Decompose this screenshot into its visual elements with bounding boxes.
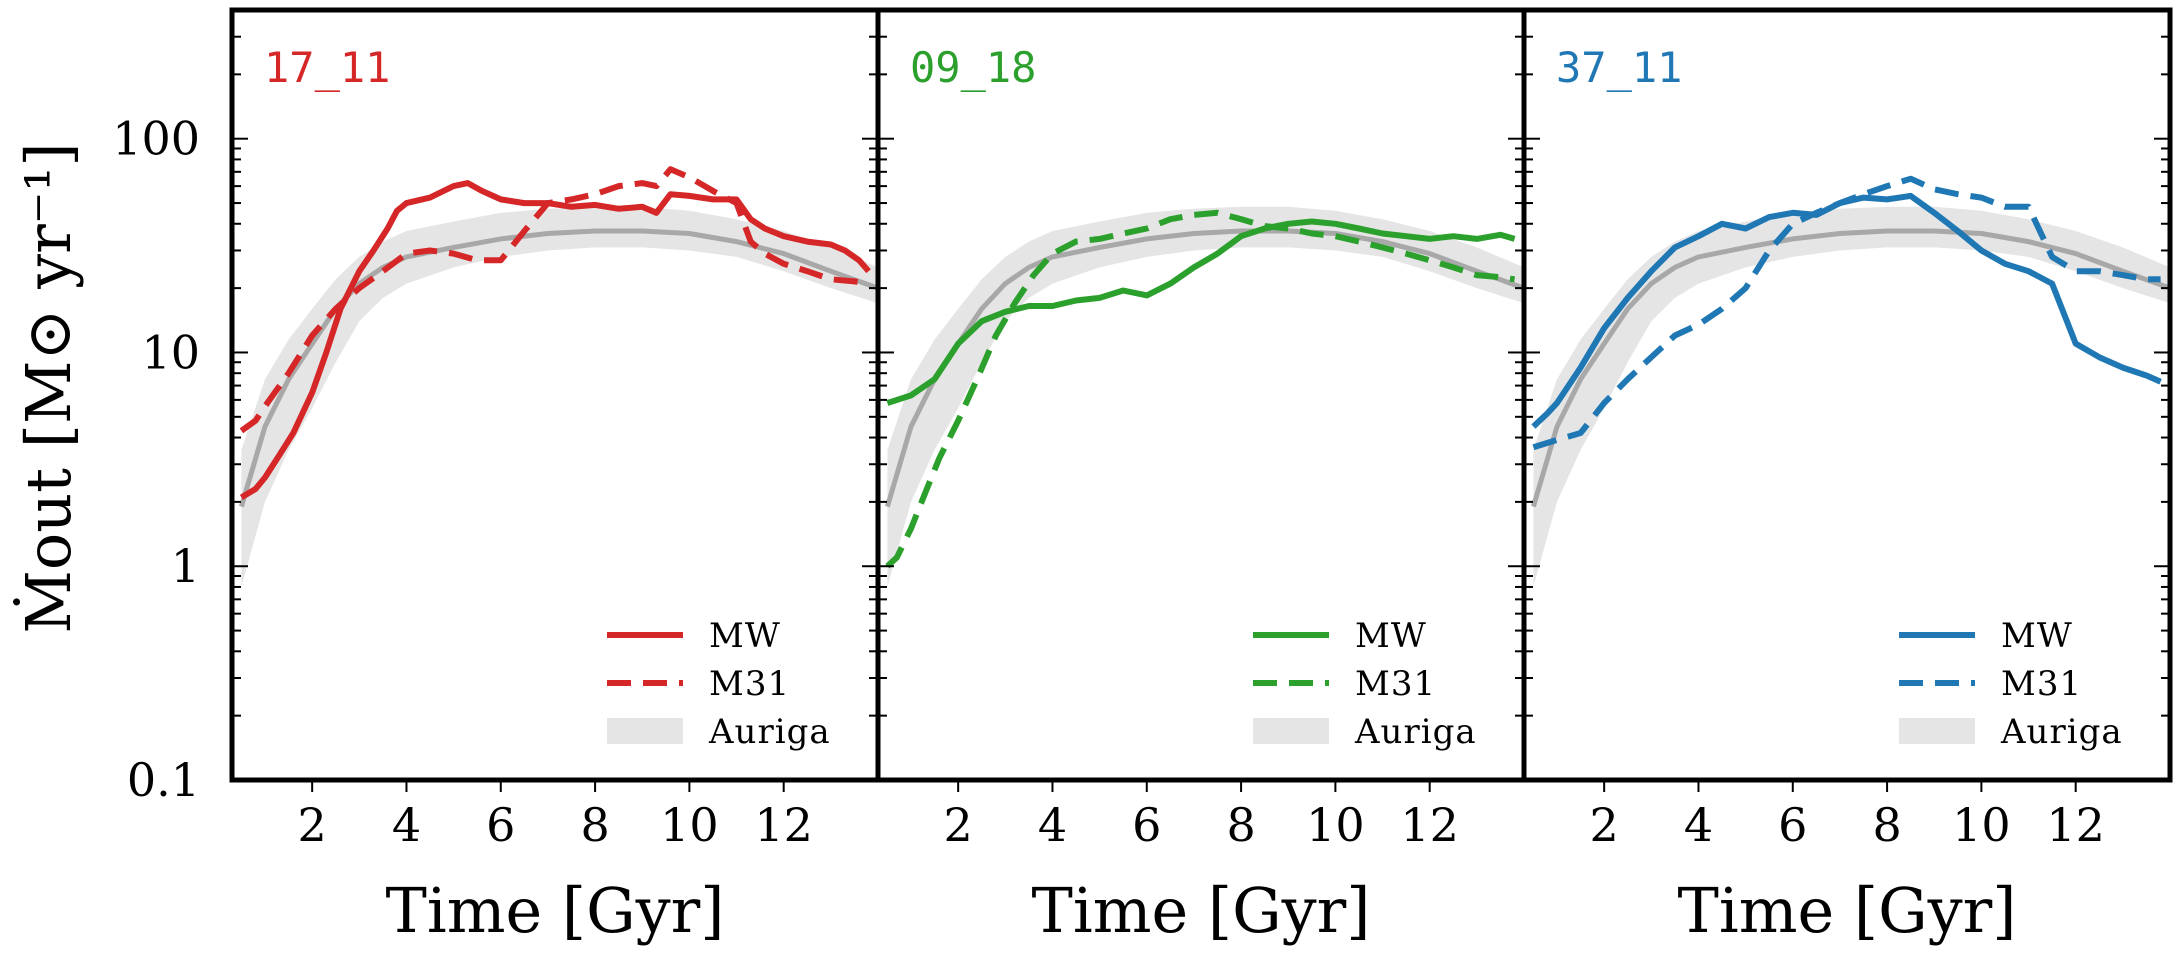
x-tick-label: 8 — [580, 798, 609, 852]
panel-label: 17_11 — [264, 43, 390, 92]
x-tick-label: 12 — [1400, 798, 1459, 852]
series-M31-line — [1532, 175, 2161, 451]
plot-area — [239, 166, 878, 587]
x-tick-label: 6 — [1778, 798, 1807, 852]
x-tick-label: 10 — [1952, 798, 2011, 852]
auriga-band — [887, 206, 1524, 587]
y-tick-label: 0.1 — [127, 753, 200, 807]
auriga-band — [1533, 206, 2170, 587]
legend-label-Auriga: Auriga — [1354, 712, 1477, 752]
legend-swatch-Auriga — [1899, 718, 1975, 744]
auriga-median-line — [1531, 228, 2170, 508]
x-tick-label: 10 — [1306, 798, 1365, 852]
plot-area — [885, 206, 1524, 587]
legend-label-MW: MW — [709, 616, 781, 656]
x-axis-title: Time [Gyr] — [1032, 874, 1371, 947]
series-M31-line — [239, 166, 870, 434]
legend-label-M31: M31 — [709, 664, 790, 704]
legend-label-MW: MW — [2001, 616, 2073, 656]
x-tick-label: 2 — [298, 798, 327, 852]
y-tick-label: 100 — [112, 112, 200, 166]
plot-area — [1531, 175, 2170, 587]
series-M31-line — [885, 209, 1516, 569]
x-axis-title: Time [Gyr] — [1678, 874, 2017, 947]
x-tick-label: 12 — [754, 798, 813, 852]
y-tick-label: 10 — [141, 325, 200, 379]
x-tick-label: 6 — [1132, 798, 1161, 852]
panel-label: 37_11 — [1556, 43, 1682, 92]
x-tick-label: 4 — [392, 798, 421, 852]
legend: MW M31 Auriga — [1253, 616, 1477, 752]
x-tick-label: 8 — [1872, 798, 1901, 852]
x-tick-label: 4 — [1038, 798, 1067, 852]
legend-label-MW: MW — [1355, 616, 1427, 656]
legend-swatch-Auriga — [607, 718, 683, 744]
y-tick-label: 1 — [171, 539, 200, 593]
x-tick-label: 6 — [486, 798, 515, 852]
y-axis-title: Ṁout [M⊙ yr⁻¹] — [12, 142, 85, 633]
legend-label-M31: M31 — [1355, 664, 1436, 704]
x-tick-label: 2 — [944, 798, 973, 852]
panel-frame — [1521, 7, 2173, 783]
legend-label-M31: M31 — [2001, 664, 2082, 704]
legend: MW M31 Auriga — [607, 616, 831, 752]
series-MW-line — [239, 180, 871, 500]
legend-label-Auriga: Auriga — [2000, 712, 2123, 752]
legend-label-Auriga: Auriga — [708, 712, 831, 752]
panel-17_11: 2 4 6 8 10 12 17_11 MW M31 Auriga Time [Gyr] — [229, 7, 881, 947]
panel-37_11: 2 4 6 8 10 12 37_11 MW M31 Auriga Time [Gyr] — [1521, 7, 2173, 947]
panel-09_18: 2 4 6 8 10 12 09_18 MW M31 Auriga Time [Gyr] — [875, 7, 1527, 947]
x-tick-label: 8 — [1226, 798, 1255, 852]
panel-label: 09_18 — [910, 43, 1036, 92]
x-tick-label: 10 — [660, 798, 719, 852]
legend: MW M31 Auriga — [1899, 616, 2123, 752]
legend-swatch-Auriga — [1253, 718, 1329, 744]
x-tick-label: 4 — [1684, 798, 1713, 852]
x-axis-title: Time [Gyr] — [386, 874, 725, 947]
x-tick-label: 12 — [2046, 798, 2105, 852]
series-MW-line — [886, 218, 1516, 406]
auriga-median-line — [239, 228, 878, 508]
x-tick-label: 2 — [1590, 798, 1619, 852]
